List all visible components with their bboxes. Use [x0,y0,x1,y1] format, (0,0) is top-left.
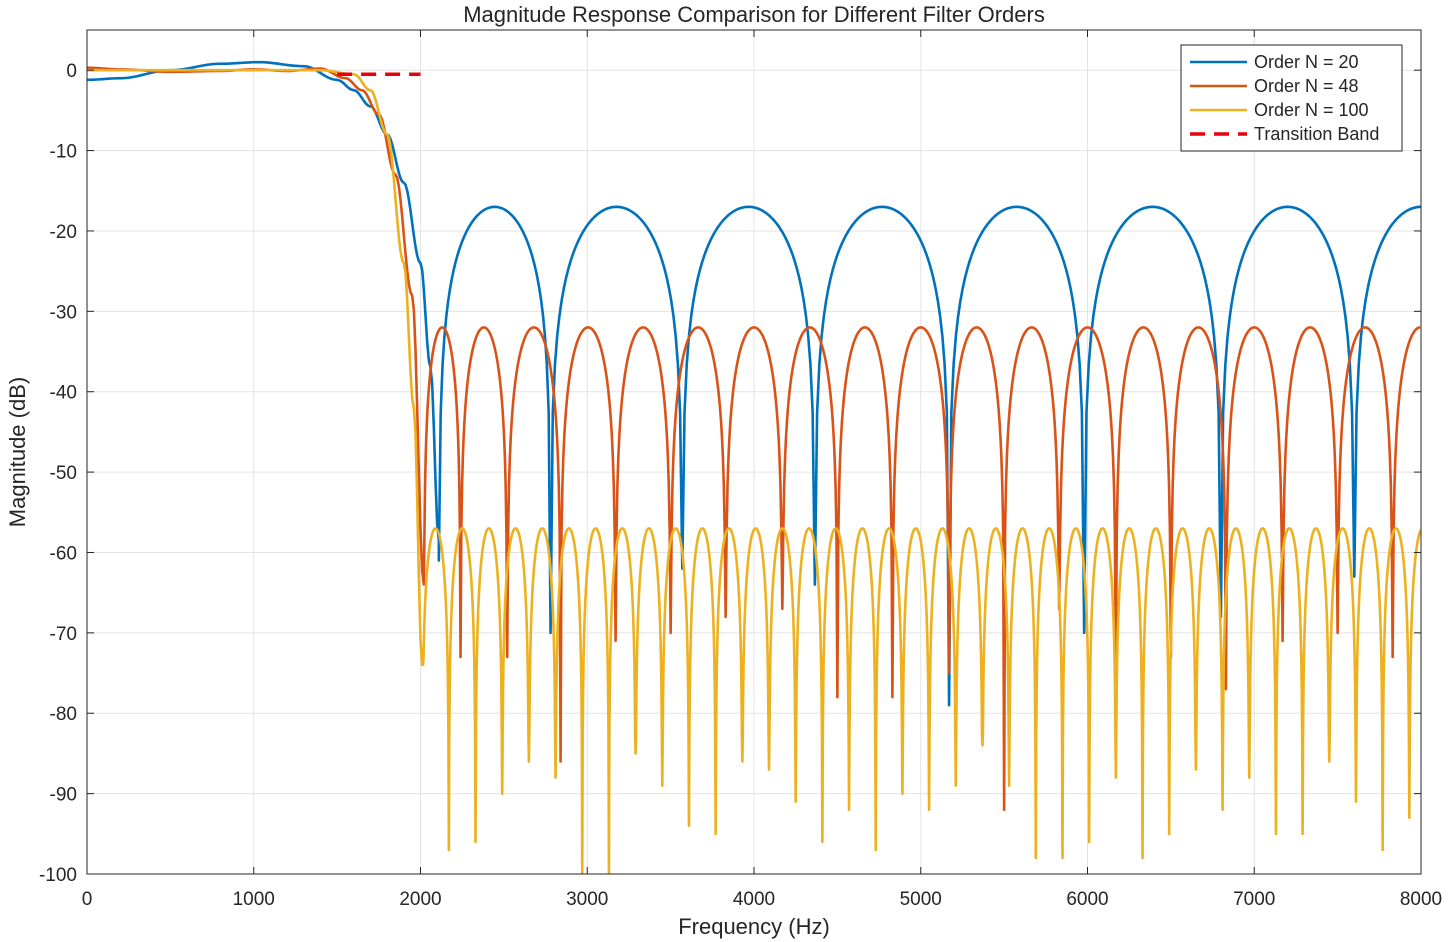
y-tick-label: -90 [50,785,77,806]
y-tick-label: -50 [50,463,77,484]
y-tick-label: -80 [50,704,77,725]
y-tick-label: -70 [50,624,77,645]
y-tick-label: -20 [50,222,77,243]
legend-label: Order N = 20 [1254,52,1359,72]
x-tick-label: 3000 [566,889,608,910]
legend: Order N = 20 Order N = 48 Order N = 100 Tra… [1180,44,1403,152]
legend-label: Order N = 48 [1254,76,1359,96]
x-tick-label: 6000 [1066,889,1108,910]
y-tick-label: -40 [50,383,77,404]
legend-label: Transition Band [1254,124,1379,144]
y-tick-label: -30 [50,302,77,323]
x-tick-label: 7000 [1233,889,1275,910]
x-axis-label: Frequency (Hz) [678,914,830,939]
x-tick-label: 4000 [733,889,775,910]
y-tick-label: -10 [50,142,77,163]
x-tick-label: 5000 [900,889,942,910]
series-line-3 [87,68,1421,874]
series-line-2 [87,66,1421,811]
plot-area [87,60,1421,874]
series-line-1 [87,60,1421,707]
y-tick-label: -100 [39,865,77,886]
x-tick-label: 8000 [1400,889,1442,910]
x-tick-label: 2000 [399,889,441,910]
x-tick-label: 0 [82,889,93,910]
y-axis-label: Magnitude (dB) [5,377,30,527]
legend-label: Order N = 100 [1254,100,1369,120]
chart-title: Magnitude Response Comparison for Differ… [463,2,1045,27]
y-tick-label: -60 [50,543,77,564]
x-tick-label: 1000 [233,889,275,910]
y-tick-label: 0 [66,61,77,82]
axis-ticks: 0 1000 2000 3000 4000 5000 6000 7000 8000 0 -10 -20… [39,30,1442,910]
